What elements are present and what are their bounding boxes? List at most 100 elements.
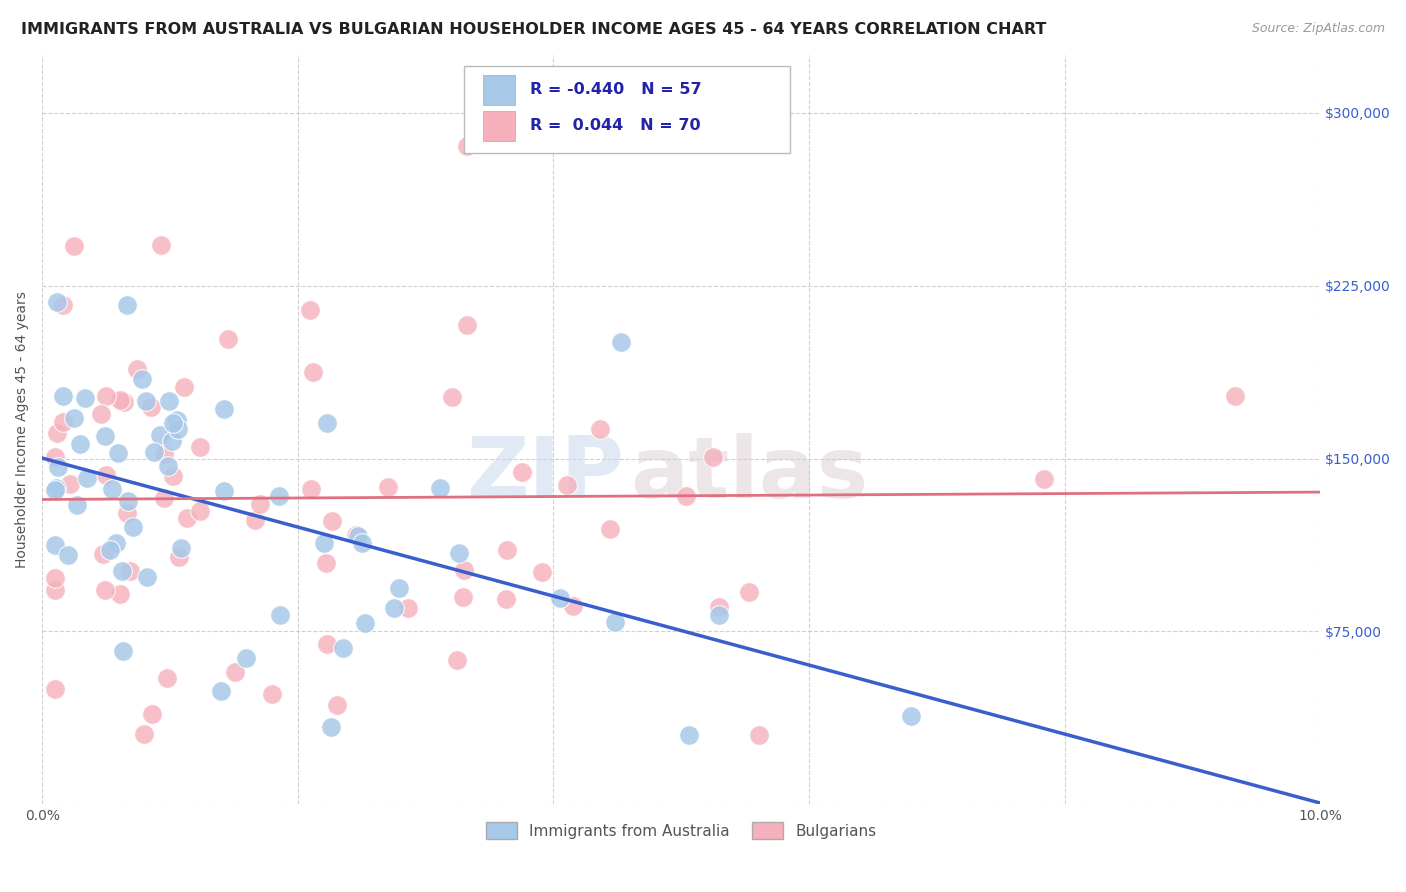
Point bbox=[243, 513, 266, 527]
Point bbox=[150, 238, 173, 252]
Point bbox=[63, 411, 86, 425]
Point bbox=[224, 665, 246, 679]
Point bbox=[495, 543, 517, 558]
Point bbox=[267, 489, 290, 503]
Point bbox=[111, 564, 134, 578]
Point bbox=[44, 483, 66, 497]
Bar bbox=[484, 111, 515, 141]
Point bbox=[495, 592, 517, 607]
Point bbox=[212, 402, 235, 417]
Point bbox=[382, 600, 405, 615]
Point bbox=[315, 637, 337, 651]
Text: R =  0.044   N = 70: R = 0.044 N = 70 bbox=[530, 118, 702, 133]
Point bbox=[98, 543, 121, 558]
Point bbox=[135, 394, 157, 409]
Point bbox=[235, 650, 257, 665]
Point bbox=[156, 671, 179, 685]
Point bbox=[326, 698, 349, 712]
Point bbox=[262, 686, 284, 700]
Point bbox=[46, 460, 69, 475]
Point bbox=[347, 529, 370, 543]
Point bbox=[702, 450, 724, 464]
Point bbox=[52, 389, 75, 403]
Point bbox=[1033, 473, 1056, 487]
Point bbox=[315, 417, 337, 431]
Point bbox=[302, 366, 325, 380]
Point bbox=[377, 480, 399, 494]
Point bbox=[167, 422, 190, 436]
Point bbox=[312, 536, 335, 550]
Point bbox=[321, 719, 343, 733]
Point bbox=[143, 445, 166, 459]
Point bbox=[188, 504, 211, 518]
Point bbox=[94, 429, 117, 443]
Point bbox=[162, 416, 184, 430]
Point bbox=[152, 491, 174, 506]
Point bbox=[162, 469, 184, 483]
Point bbox=[456, 139, 478, 153]
Point bbox=[548, 591, 571, 605]
Point bbox=[107, 446, 129, 460]
Point bbox=[63, 239, 86, 253]
Point bbox=[166, 413, 188, 427]
Point bbox=[209, 684, 232, 698]
Point bbox=[269, 608, 291, 623]
Point bbox=[446, 652, 468, 666]
Point bbox=[603, 615, 626, 630]
Y-axis label: Householder Income Ages 45 - 64 years: Householder Income Ages 45 - 64 years bbox=[15, 292, 30, 568]
Point bbox=[299, 482, 322, 496]
Point bbox=[157, 393, 180, 408]
Point bbox=[176, 511, 198, 525]
Point bbox=[352, 536, 374, 550]
Point bbox=[132, 727, 155, 741]
Point bbox=[46, 295, 69, 310]
Point bbox=[110, 587, 132, 601]
Text: Source: ZipAtlas.com: Source: ZipAtlas.com bbox=[1251, 22, 1385, 36]
Point bbox=[707, 599, 730, 614]
Point bbox=[58, 548, 80, 562]
Point bbox=[440, 391, 463, 405]
Point bbox=[94, 468, 117, 483]
Text: R = -0.440   N = 57: R = -0.440 N = 57 bbox=[530, 81, 702, 96]
Point bbox=[44, 538, 66, 552]
Bar bbox=[484, 75, 515, 104]
Point bbox=[900, 708, 922, 723]
Point bbox=[678, 728, 700, 742]
Point bbox=[117, 494, 139, 508]
Point bbox=[66, 498, 89, 512]
Point bbox=[59, 476, 82, 491]
Point bbox=[136, 569, 159, 583]
Point bbox=[188, 441, 211, 455]
Point bbox=[131, 372, 153, 386]
Text: ZIP: ZIP bbox=[465, 434, 624, 516]
Point bbox=[217, 333, 239, 347]
Point bbox=[737, 71, 759, 86]
Point bbox=[69, 437, 91, 451]
Point bbox=[599, 522, 621, 536]
Point bbox=[125, 362, 148, 376]
Point bbox=[609, 334, 631, 349]
Point bbox=[44, 571, 66, 585]
Point bbox=[122, 519, 145, 533]
Point bbox=[76, 471, 98, 485]
Point bbox=[115, 506, 138, 520]
Point bbox=[44, 450, 66, 464]
Point bbox=[52, 298, 75, 312]
Point bbox=[118, 564, 141, 578]
Point bbox=[45, 481, 67, 495]
Point bbox=[453, 564, 475, 578]
Point bbox=[94, 582, 117, 597]
Point bbox=[429, 481, 451, 495]
Point bbox=[44, 682, 66, 697]
Point bbox=[531, 566, 554, 580]
Point bbox=[101, 482, 124, 496]
Point bbox=[141, 706, 163, 721]
Point bbox=[748, 728, 770, 742]
Point bbox=[249, 497, 271, 511]
Point bbox=[212, 483, 235, 498]
Point bbox=[91, 547, 114, 561]
Point bbox=[149, 427, 172, 442]
Point bbox=[170, 541, 193, 555]
Point bbox=[52, 415, 75, 429]
Point bbox=[157, 458, 180, 473]
